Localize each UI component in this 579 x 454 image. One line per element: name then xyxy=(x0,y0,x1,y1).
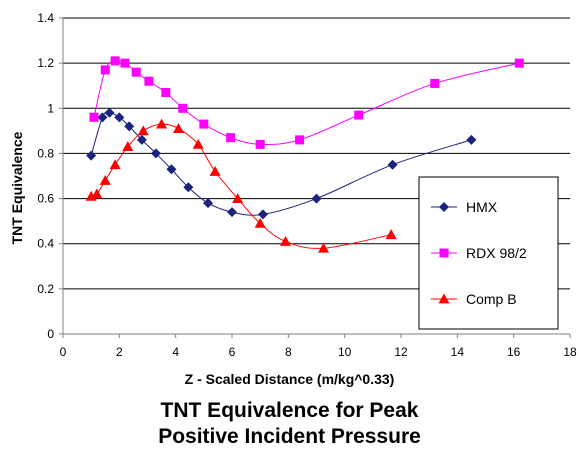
series-2-point-9 xyxy=(209,165,221,176)
legend-label-0: HMX xyxy=(466,199,498,215)
series-1-point-5 xyxy=(144,76,154,86)
legend-marker-1 xyxy=(439,248,449,258)
y-tick-label-2: 0.4 xyxy=(37,237,54,251)
x-tick-labels: 0 2 4 6 8 10 12 14 16 18 xyxy=(60,334,577,359)
series-2-point-1 xyxy=(91,188,103,199)
series-0-point-5 xyxy=(136,134,147,145)
series-2-point-8 xyxy=(192,138,204,149)
series-2-point-13 xyxy=(318,242,330,253)
series-2-point-5 xyxy=(137,125,149,136)
series-2-point-3 xyxy=(109,159,121,170)
series-0-point-12 xyxy=(311,193,322,204)
x-tick-label-6: 12 xyxy=(394,345,408,359)
chart: 0 0.2 0.4 0.6 0.8 1 1.2 1.4 0 2 4 6 8 10 12 14 16 18 TNT… xyxy=(9,11,577,387)
x-tick-label-9: 18 xyxy=(563,345,577,359)
chart-title-line-1: TNT Equivalence for Peak xyxy=(160,399,419,422)
x-tick-label-0: 0 xyxy=(60,345,67,359)
series-0-point-10 xyxy=(227,207,237,218)
series-0-point-14 xyxy=(466,134,477,145)
series-0-point-2 xyxy=(104,107,115,118)
series-0-point-11 xyxy=(257,209,268,220)
axes xyxy=(62,18,570,335)
series-1-point-10 xyxy=(255,139,265,149)
series-2-point-11 xyxy=(254,217,266,228)
x-tick-label-5: 10 xyxy=(338,345,352,359)
legend-label-2: Comp B xyxy=(466,291,517,307)
series-1 xyxy=(89,56,524,149)
series-0 xyxy=(86,107,477,220)
series-1-point-1 xyxy=(100,65,110,75)
series-1-point-9 xyxy=(226,133,236,143)
series-2-point-6 xyxy=(156,118,168,129)
x-tick-label-8: 16 xyxy=(507,345,521,359)
legend: HMX RDX 98/2 Comp B xyxy=(418,176,559,330)
x-tick-label-1: 2 xyxy=(116,345,123,359)
series-1-point-2 xyxy=(110,56,120,66)
y-tick-label-4: 0.8 xyxy=(37,146,54,160)
series-2-point-2 xyxy=(99,175,111,185)
series-2-point-7 xyxy=(172,123,184,133)
series-0-point-3 xyxy=(114,112,125,123)
chart-title-line-2: Positive Incident Pressure xyxy=(158,425,421,448)
series-1-point-0 xyxy=(89,112,99,122)
series-2-point-12 xyxy=(280,235,292,246)
y-tick-label-6: 1.2 xyxy=(37,56,54,70)
y-tick-label-1: 0.2 xyxy=(37,282,54,296)
x-tick-label-7: 14 xyxy=(451,345,465,359)
legend-marker-0 xyxy=(439,202,449,212)
y-tick-label-3: 0.6 xyxy=(37,192,54,206)
y-tick-labels: 0 0.2 0.4 0.6 0.8 1 1.2 1.4 xyxy=(37,11,63,341)
series-1-point-6 xyxy=(161,87,171,97)
x-axis-label: Z - Scaled Distance (m/kg^0.33) xyxy=(185,371,395,387)
series-1-point-12 xyxy=(354,110,364,120)
y-axis-label: TNT Equivalence xyxy=(9,131,25,244)
series-1-point-11 xyxy=(295,135,305,145)
series-1-point-3 xyxy=(120,58,130,68)
series-1-point-7 xyxy=(178,103,188,113)
series-0-point-7 xyxy=(166,164,177,175)
series-2 xyxy=(85,118,397,253)
x-tick-label-4: 8 xyxy=(285,345,292,359)
series-2-point-10 xyxy=(232,193,244,203)
series-0-point-9 xyxy=(203,198,214,209)
y-tick-label-5: 1 xyxy=(47,101,54,115)
series-0-point-8 xyxy=(183,182,194,193)
legend-marker-2 xyxy=(438,293,450,304)
y-tick-label-0: 0 xyxy=(47,327,54,341)
series-1-point-8 xyxy=(199,119,209,129)
series-0-point-4 xyxy=(124,121,135,132)
series-1-point-14 xyxy=(514,58,524,68)
series-0-point-13 xyxy=(387,159,398,170)
x-tick-label-3: 6 xyxy=(229,345,236,359)
series-0-point-0 xyxy=(86,150,97,161)
series-2-point-4 xyxy=(122,141,134,152)
series-1-point-13 xyxy=(430,78,440,88)
y-tick-label-7: 1.4 xyxy=(37,11,54,25)
series-2-point-14 xyxy=(385,229,397,240)
legend-label-1: RDX 98/2 xyxy=(466,245,527,261)
series-0-point-1 xyxy=(97,112,108,123)
series-0-point-6 xyxy=(150,148,161,159)
series-layer xyxy=(85,56,524,253)
x-tick-label-2: 4 xyxy=(172,345,179,359)
series-1-point-4 xyxy=(131,67,141,77)
